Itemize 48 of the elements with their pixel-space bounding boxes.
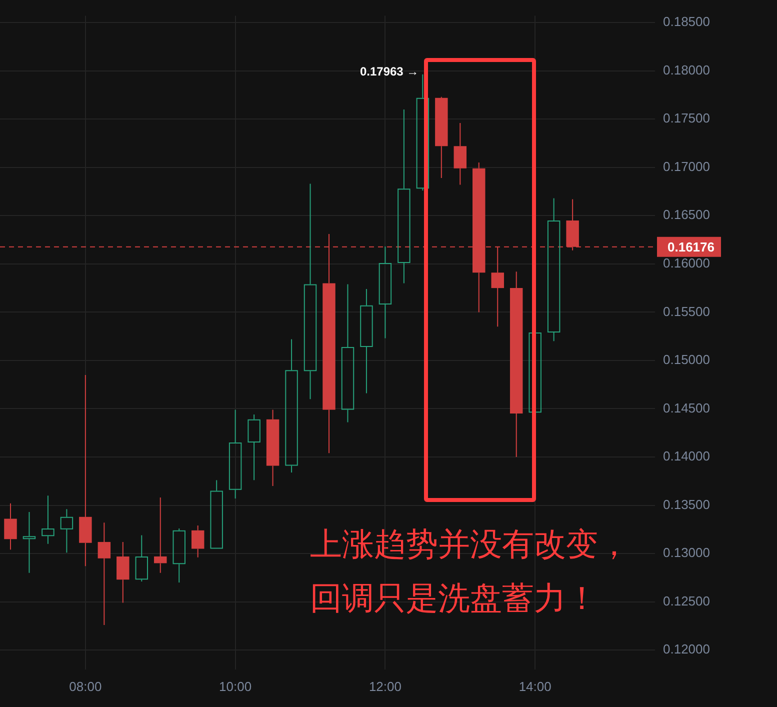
y-tick-label: 0.15000 <box>663 352 710 368</box>
candlestick <box>98 522 111 626</box>
y-tick-label: 0.16500 <box>663 207 710 222</box>
candlestick <box>248 414 260 481</box>
x-tick-label: 14:00 <box>518 678 552 694</box>
candlestick <box>42 495 54 544</box>
candlestick <box>4 502 17 550</box>
annotation: 上涨趋势并没有改变， <box>310 525 630 563</box>
candlestick <box>454 122 467 186</box>
candlestick <box>341 284 354 423</box>
candlestick <box>60 508 74 554</box>
candlestick <box>285 338 298 473</box>
x-tick-label: 08:00 <box>69 678 102 694</box>
x-tick-label: 12:00 <box>368 678 402 694</box>
y-tick-label: 0.18000 <box>663 62 710 78</box>
candlestick <box>79 374 92 567</box>
candlestick <box>154 497 167 574</box>
candlestick <box>228 409 242 500</box>
y-tick-label: 0.14500 <box>663 400 710 416</box>
candlestick <box>191 525 204 558</box>
y-tick-label: 0.15500 <box>663 304 710 319</box>
y-tick-label: 0.12500 <box>663 593 710 608</box>
y-tick-label: 0.18500 <box>663 14 710 30</box>
candlestick <box>378 246 392 339</box>
annotation: 0.17963 → <box>360 64 419 79</box>
candlestick <box>266 409 280 486</box>
candlestick <box>210 480 223 549</box>
candlestick <box>135 534 148 582</box>
x-tick-label: 10:00 <box>219 678 252 694</box>
candlestick <box>435 96 448 178</box>
candlestick <box>360 288 373 394</box>
y-tick-label: 0.12000 <box>663 642 710 657</box>
annotation: 回调只是洗盘蓄力！ <box>310 579 598 617</box>
candlestick <box>398 108 410 284</box>
y-tick-label: 0.14000 <box>663 448 710 464</box>
candlestick <box>547 198 560 342</box>
y-tick-label: 0.17000 <box>663 158 710 174</box>
candlestick <box>172 528 186 584</box>
candlestick <box>510 271 523 458</box>
candlestick <box>22 512 36 574</box>
y-tick-label: 0.17500 <box>663 110 710 126</box>
y-tick-label: 0.13000 <box>663 545 710 560</box>
candlestick <box>116 541 130 604</box>
y-tick-label: 0.16000 <box>663 255 710 270</box>
candlestick <box>304 183 317 400</box>
ref-line-label: 0.16176 <box>668 240 714 255</box>
candlestick <box>416 74 430 192</box>
y-tick-label: 0.13500 <box>663 496 710 512</box>
